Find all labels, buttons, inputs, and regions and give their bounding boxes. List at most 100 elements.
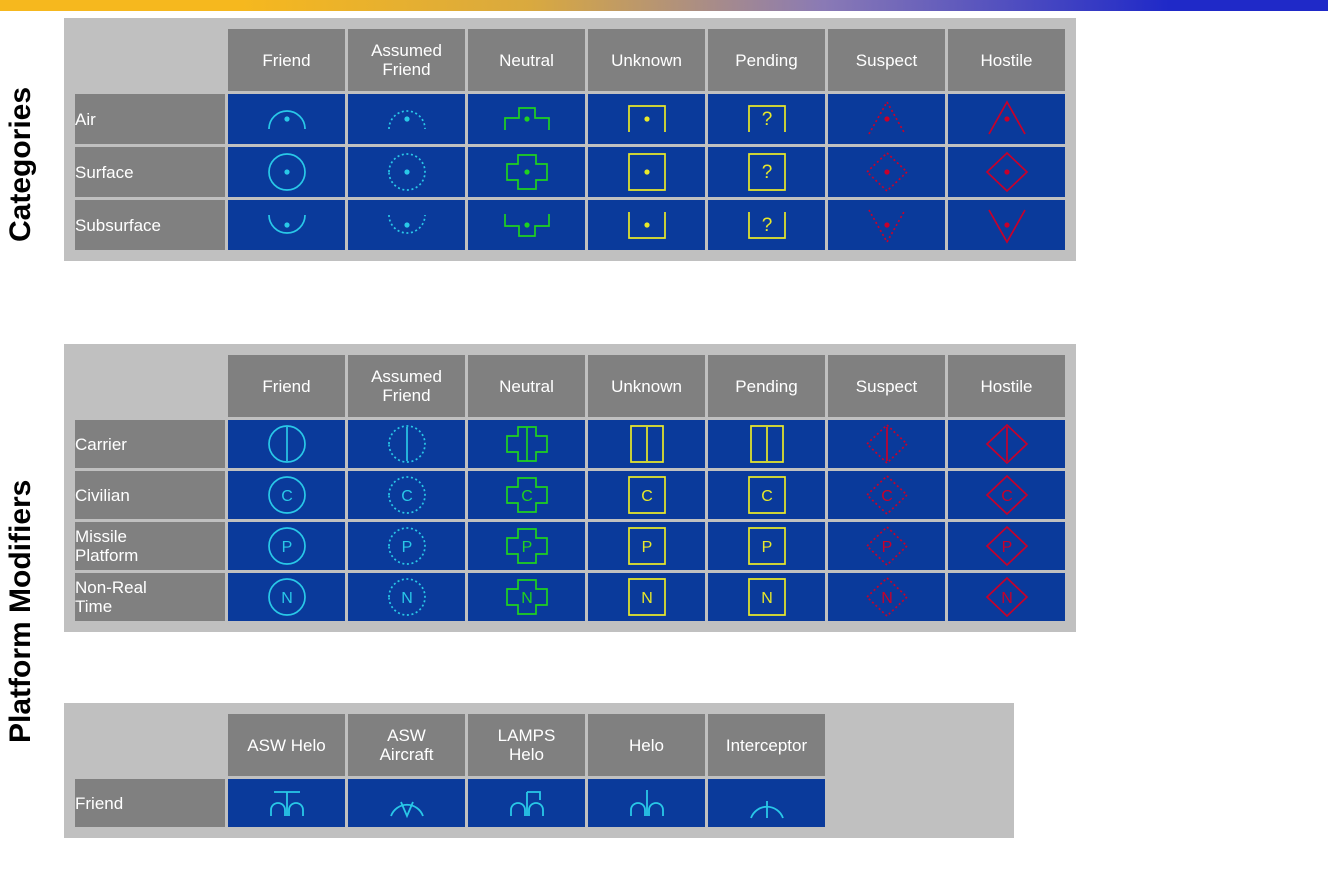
column-header-pending[interactable]: Pending: [708, 355, 825, 417]
military-symbol-icon: [387, 110, 426, 130]
column-header-lamps-helo[interactable]: LAMPS Helo: [468, 714, 585, 776]
svg-text:P: P: [641, 539, 652, 556]
svg-text:P: P: [761, 539, 772, 556]
symbol-cell-carrier-friend[interactable]: [228, 420, 345, 468]
column-header-friend[interactable]: Friend: [228, 29, 345, 91]
symbol-cell-helo[interactable]: [588, 779, 705, 827]
symbol-cell-missile-platform-unknown[interactable]: P: [588, 522, 705, 570]
symbol-cell-carrier-pending[interactable]: [708, 420, 825, 468]
symbol-cell-missile-platform-suspect[interactable]: P: [828, 522, 945, 570]
column-header-assumed-friend[interactable]: Assumed Friend: [348, 355, 465, 417]
symbol-cell-surface-pending[interactable]: ?: [708, 147, 825, 197]
military-symbol-icon: [627, 105, 666, 132]
section-label-platform-modifiers: Platform Modifiers: [4, 479, 37, 743]
symbol-cell-non-real-time-hostile[interactable]: N: [948, 573, 1065, 621]
symbol-cell-non-real-time-neutral[interactable]: N: [468, 573, 585, 621]
symbol-cell-missile-platform-friend[interactable]: P: [228, 522, 345, 570]
symbol-cell-air-friend[interactable]: [228, 94, 345, 144]
symbol-cell-civilian-neutral[interactable]: C: [468, 471, 585, 519]
symbol-cell-asw-aircraft[interactable]: [348, 779, 465, 827]
column-header-line: Helo: [629, 735, 664, 755]
symbol-cell-surface-suspect[interactable]: [828, 147, 945, 197]
symbol-cell-subsurface-friend[interactable]: [228, 200, 345, 250]
symbol-cell-surface-hostile[interactable]: [948, 147, 1065, 197]
column-header-unknown[interactable]: Unknown: [588, 355, 705, 417]
symbol-cell-civilian-unknown[interactable]: C: [588, 471, 705, 519]
symbol-cell-subsurface-hostile[interactable]: [948, 200, 1065, 250]
table-header-row: Friend Assumed Friend Neutral Unknown Pending…: [75, 29, 1065, 91]
column-header-pending[interactable]: Pending: [708, 29, 825, 91]
symbol-cell-missile-platform-assumed_friend[interactable]: P: [348, 522, 465, 570]
symbol-cell-surface-neutral[interactable]: [468, 147, 585, 197]
column-header-friend[interactable]: Friend: [228, 355, 345, 417]
symbol-cell-surface-unknown[interactable]: [588, 147, 705, 197]
svg-text:?: ?: [761, 109, 772, 130]
row-header-friend[interactable]: Friend: [75, 779, 225, 827]
symbol-cell-subsurface-assumed_friend[interactable]: [348, 200, 465, 250]
column-header-interceptor[interactable]: Interceptor: [708, 714, 825, 776]
column-header-helo[interactable]: Helo: [588, 714, 705, 776]
symbol-cell-non-real-time-pending[interactable]: N: [708, 573, 825, 621]
row-header-subsurface[interactable]: Subsurface: [75, 200, 225, 250]
symbol-cell-interceptor[interactable]: [708, 779, 825, 827]
column-header-hostile[interactable]: Hostile: [948, 355, 1065, 417]
symbol-cell-missile-platform-pending[interactable]: P: [708, 522, 825, 570]
symbol-cell-asw-helo[interactable]: [228, 779, 345, 827]
symbol-cell-air-assumed_friend[interactable]: [348, 94, 465, 144]
column-header-unknown[interactable]: Unknown: [588, 29, 705, 91]
symbol-cell-civilian-hostile[interactable]: C: [948, 471, 1065, 519]
svg-text:N: N: [401, 590, 413, 607]
symbol-cell-subsurface-neutral[interactable]: [468, 200, 585, 250]
symbol-cell-subsurface-suspect[interactable]: [828, 200, 945, 250]
symbol-cell-air-hostile[interactable]: [948, 94, 1065, 144]
column-header-asw-aircraft[interactable]: ASW Aircraft: [348, 714, 465, 776]
symbol-cell-civilian-friend[interactable]: C: [228, 471, 345, 519]
military-symbol-icon: C: [747, 476, 786, 514]
symbol-cell-carrier-assumed_friend[interactable]: [348, 420, 465, 468]
row-header-civilian[interactable]: Civilian: [75, 471, 225, 519]
section-label-categories: Categories: [4, 86, 37, 242]
column-header-neutral[interactable]: Neutral: [468, 29, 585, 91]
column-header-hostile[interactable]: Hostile: [948, 29, 1065, 91]
symbol-cell-non-real-time-unknown[interactable]: N: [588, 573, 705, 621]
row-header-missile-platform[interactable]: Missile Platform: [75, 522, 225, 570]
symbol-cell-air-neutral[interactable]: [468, 94, 585, 144]
column-header-line: Unknown: [611, 376, 682, 396]
symbol-cell-air-unknown[interactable]: [588, 94, 705, 144]
symbol-cell-missile-platform-neutral[interactable]: P: [468, 522, 585, 570]
symbol-cell-lamps-helo[interactable]: [468, 779, 585, 827]
military-symbol-icon: C: [387, 476, 426, 514]
symbol-cell-carrier-neutral[interactable]: [468, 420, 585, 468]
column-header-suspect[interactable]: Suspect: [828, 355, 945, 417]
symbol-cell-air-pending[interactable]: ?: [708, 94, 825, 144]
symbol-cell-subsurface-unknown[interactable]: [588, 200, 705, 250]
column-header-suspect[interactable]: Suspect: [828, 29, 945, 91]
symbol-cell-non-real-time-suspect[interactable]: N: [828, 573, 945, 621]
symbol-cell-carrier-suspect[interactable]: [828, 420, 945, 468]
military-symbol-icon: [865, 151, 908, 193]
table-row: Air?: [75, 94, 1065, 144]
column-header-neutral[interactable]: Neutral: [468, 355, 585, 417]
symbol-cell-carrier-hostile[interactable]: [948, 420, 1065, 468]
symbol-cell-surface-friend[interactable]: [228, 147, 345, 197]
symbol-cell-air-suspect[interactable]: [828, 94, 945, 144]
row-header-surface[interactable]: Surface: [75, 147, 225, 197]
column-header-line: Hostile: [980, 376, 1033, 396]
symbol-cell-surface-assumed_friend[interactable]: [348, 147, 465, 197]
row-header-carrier[interactable]: Carrier: [75, 420, 225, 468]
symbol-cell-missile-platform-hostile[interactable]: P: [948, 522, 1065, 570]
column-header-asw-helo[interactable]: ASW Helo: [228, 714, 345, 776]
symbol-cell-non-real-time-friend[interactable]: N: [228, 573, 345, 621]
symbol-cell-civilian-suspect[interactable]: C: [828, 471, 945, 519]
symbol-cell-civilian-pending[interactable]: C: [708, 471, 825, 519]
symbol-cell-carrier-unknown[interactable]: [588, 420, 705, 468]
column-header-assumed-friend[interactable]: Assumed Friend: [348, 29, 465, 91]
column-header-line: ASW Helo: [247, 735, 326, 755]
military-symbol-icon: N: [387, 578, 426, 616]
symbol-cell-civilian-assumed_friend[interactable]: C: [348, 471, 465, 519]
row-header-non-real-time[interactable]: Non-Real Time: [75, 573, 225, 621]
row-header-air[interactable]: Air: [75, 94, 225, 144]
symbol-cell-subsurface-pending[interactable]: ?: [708, 200, 825, 250]
symbol-cell-non-real-time-assumed_friend[interactable]: N: [348, 573, 465, 621]
military-symbol-icon: [987, 100, 1026, 135]
